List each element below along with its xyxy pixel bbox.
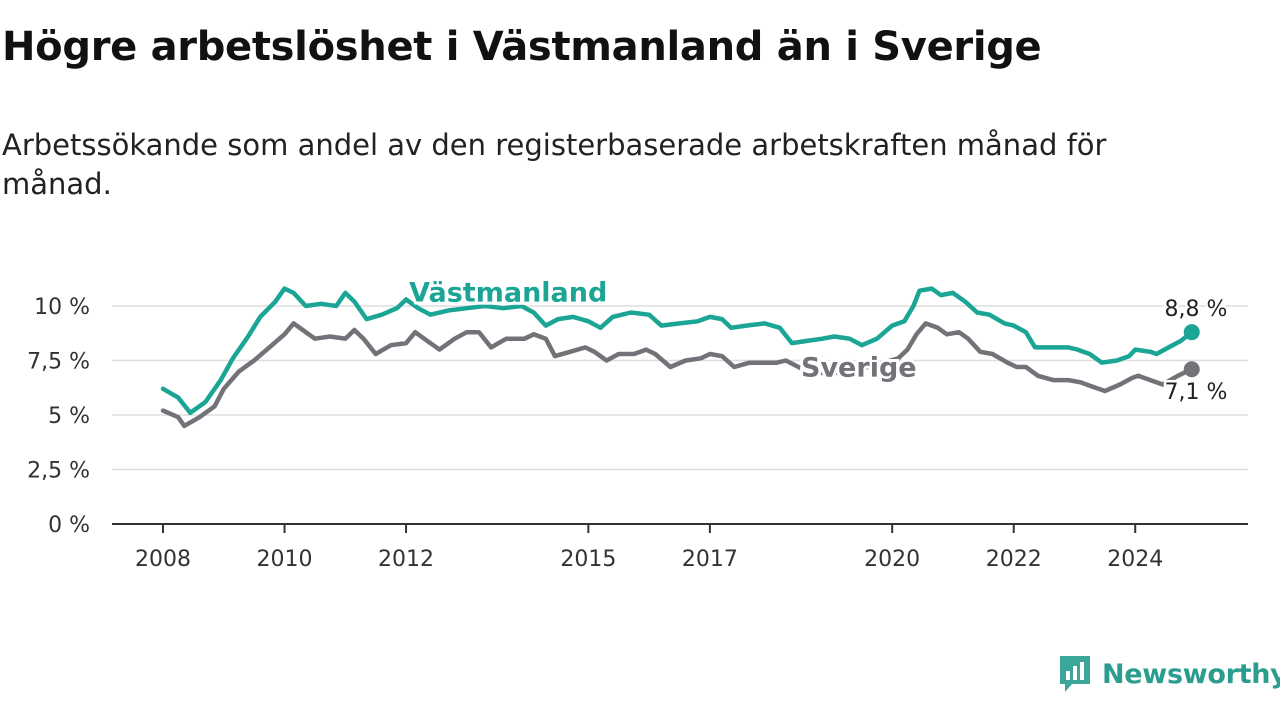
x-tick-label: 2008 — [135, 547, 191, 572]
brand-name: Newsworthy — [1102, 658, 1280, 690]
series-labels: Västmanland Sverige 8,8 % 7,1 % — [406, 274, 1230, 407]
x-axis: 2008 2010 2012 2015 2017 2020 2022 2024 — [112, 523, 1248, 572]
chart-subtitle: Arbetssökande som andel av den registerb… — [2, 128, 1107, 201]
grid-lines — [112, 305, 1248, 471]
x-tick-label: 2020 — [864, 547, 920, 572]
chart-title: Högre arbetslöshet i Västmanland än i Sv… — [2, 24, 1042, 70]
x-tick-label: 2022 — [986, 547, 1042, 572]
end-label-sverige: 7,1 % — [1165, 380, 1228, 405]
series-line-vastmanland — [160, 286, 1194, 416]
line-chart: 0 % 2,5 % 5 % 7,5 % 10 % 2008 2010 2012 2015 201… — [27, 274, 1248, 572]
series-lines — [160, 286, 1200, 429]
newsworthy-logo-icon — [1060, 656, 1090, 692]
end-point-vastmanland — [1183, 324, 1200, 341]
y-tick-label: 7,5 % — [27, 350, 90, 375]
x-tick-label: 2024 — [1107, 547, 1163, 572]
end-label-vastmanland: 8,8 % — [1165, 297, 1228, 322]
series-line-sverige — [160, 321, 1194, 429]
y-axis-tick-labels: 0 % 2,5 % 5 % 7,5 % 10 % — [27, 295, 90, 538]
x-tick-label: 2012 — [378, 547, 434, 572]
y-tick-label: 5 % — [48, 404, 90, 429]
y-tick-label: 0 % — [48, 513, 90, 538]
y-tick-label: 10 % — [34, 295, 90, 320]
x-tick-label: 2010 — [257, 547, 313, 572]
x-tick-label: 2017 — [682, 547, 738, 572]
end-point-sverige — [1183, 361, 1200, 378]
series-label-vastmanland: Västmanland — [409, 277, 607, 308]
x-tick-label: 2015 — [560, 547, 616, 572]
newsworthy-brand[interactable]: Newsworthy — [1058, 652, 1280, 696]
series-label-sverige: Sverige — [801, 353, 917, 384]
y-tick-label: 2,5 % — [27, 459, 90, 484]
